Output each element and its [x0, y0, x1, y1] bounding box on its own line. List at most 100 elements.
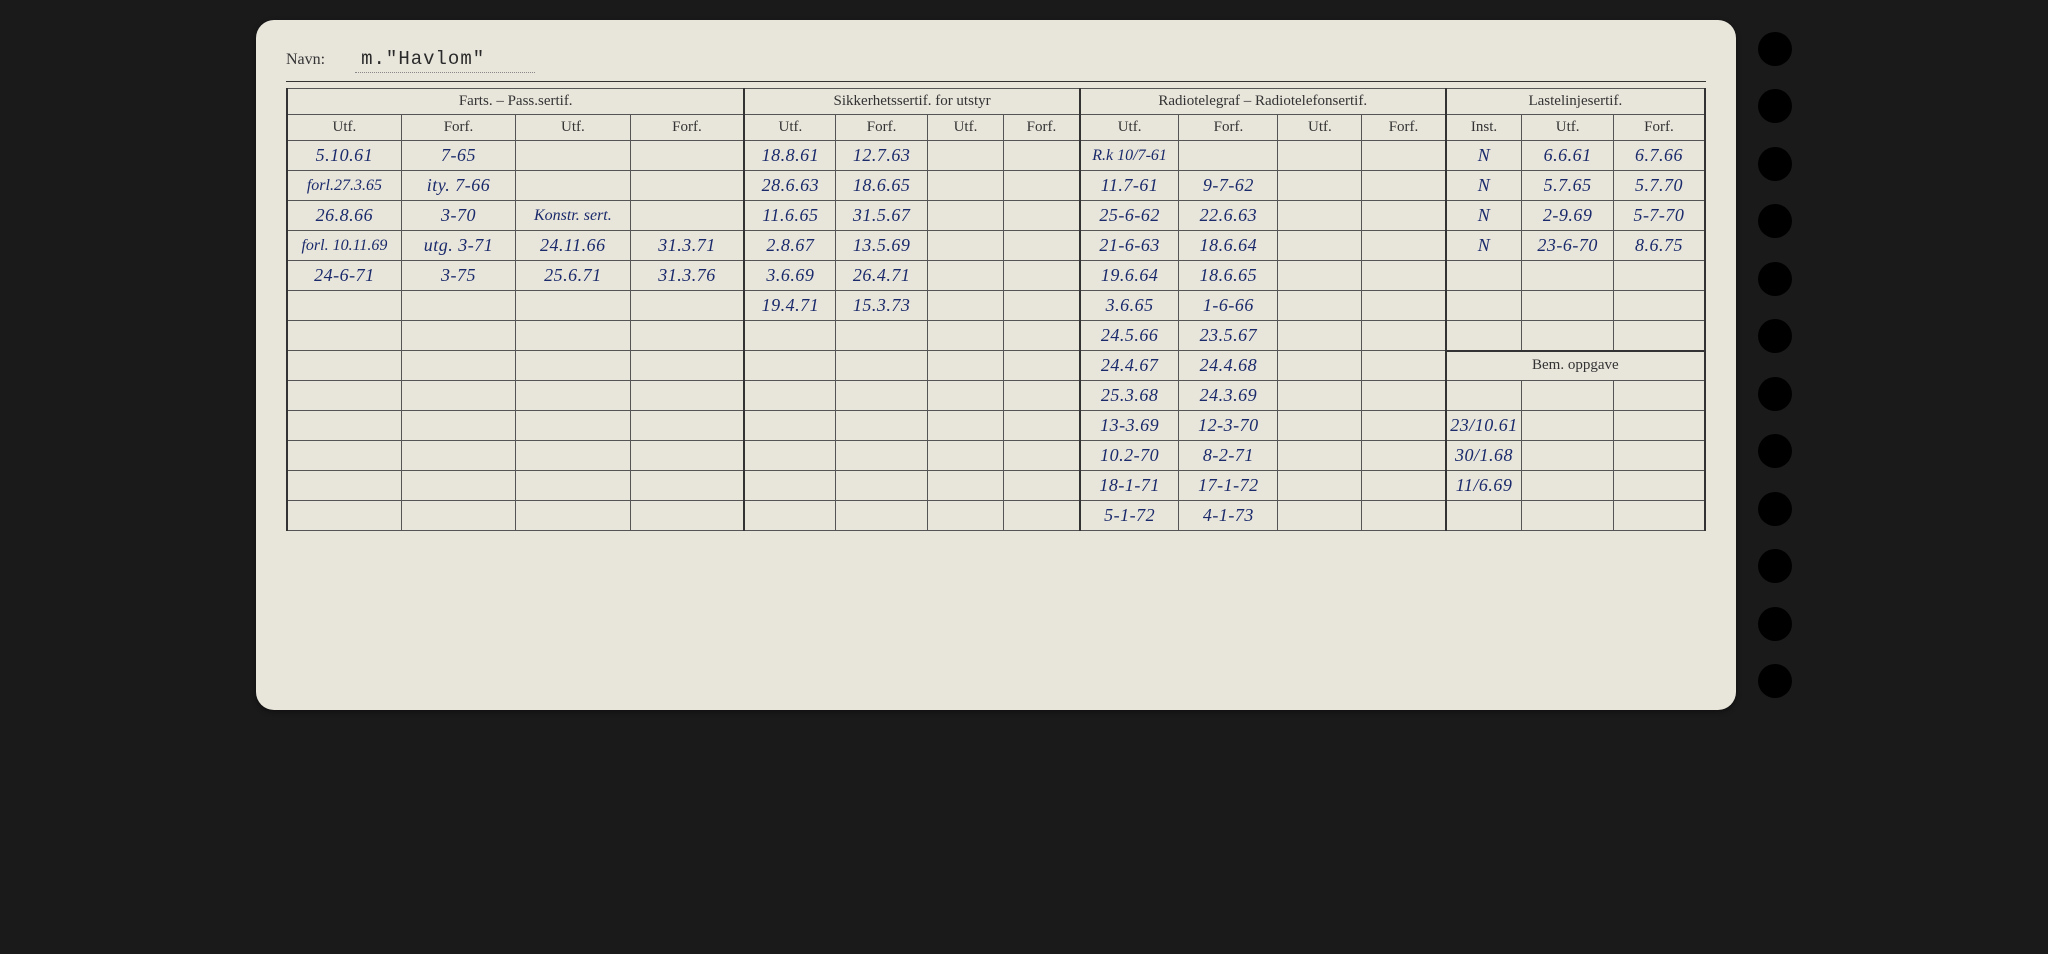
handwritten-value: forl. 10.11.69	[301, 237, 387, 254]
cell: 5-1-72	[1080, 501, 1179, 531]
cell	[401, 441, 515, 471]
handwritten-value: 19.4.71	[762, 295, 820, 315]
handwritten-value: 11.6.65	[762, 205, 818, 225]
handwritten-value: 5.7.70	[1635, 175, 1683, 195]
cell: 21-6-63	[1080, 231, 1179, 261]
cell: 13.5.69	[836, 231, 927, 261]
handwritten-value: 10.2-70	[1100, 445, 1159, 465]
cell: 2-9.69	[1522, 201, 1613, 231]
cell	[516, 471, 630, 501]
cell	[1362, 201, 1446, 231]
binder-hole	[1758, 89, 1792, 123]
cell	[1278, 291, 1362, 321]
cell	[836, 471, 927, 501]
group-farts: Farts. – Pass.sertif.	[287, 89, 744, 115]
sub-utf: Utf.	[927, 115, 1003, 141]
cell	[516, 291, 630, 321]
table-row: 13-3.6912-3-7023/10.61	[287, 411, 1705, 441]
handwritten-value: forl.27.3.65	[307, 177, 382, 194]
cell	[836, 381, 927, 411]
cell	[1522, 381, 1613, 411]
cell	[630, 141, 744, 171]
cell: 6.7.66	[1613, 141, 1705, 171]
cell	[1278, 171, 1362, 201]
cell	[630, 471, 744, 501]
cell: 31.3.76	[630, 261, 744, 291]
cell	[744, 411, 835, 441]
cell: 24.3.69	[1179, 381, 1278, 411]
cell	[927, 351, 1003, 381]
sub-utf: Utf.	[1522, 115, 1613, 141]
handwritten-value: 22.6.63	[1200, 205, 1258, 225]
sub-utf: Utf.	[744, 115, 835, 141]
cell: N	[1446, 201, 1522, 231]
cell	[836, 351, 927, 381]
cell: 8-2-71	[1179, 441, 1278, 471]
cell	[744, 441, 835, 471]
cell	[1004, 141, 1080, 171]
cell	[744, 321, 835, 351]
cell	[1362, 471, 1446, 501]
handwritten-value: 19.6.64	[1101, 265, 1159, 285]
cell	[836, 321, 927, 351]
handwritten-value: 24.4.67	[1101, 355, 1159, 375]
cell: 31.5.67	[836, 201, 927, 231]
cell	[1278, 141, 1362, 171]
cell: 12-3-70	[1179, 411, 1278, 441]
cell: 24-6-71	[287, 261, 401, 291]
binder-hole	[1758, 607, 1792, 641]
sub-forf: Forf.	[1004, 115, 1080, 141]
handwritten-value: 28.6.63	[762, 175, 820, 195]
cell	[1522, 291, 1613, 321]
cell	[1278, 351, 1362, 381]
cell: 12.7.63	[836, 141, 927, 171]
cell	[836, 441, 927, 471]
cell: 3.6.65	[1080, 291, 1179, 321]
handwritten-value: 5.10.61	[316, 145, 374, 165]
handwritten-value: utg. 3-71	[424, 235, 494, 255]
cell: Konstr. sert.	[516, 201, 630, 231]
handwritten-value: 31.3.76	[658, 265, 716, 285]
cell: ity. 7-66	[401, 171, 515, 201]
handwritten-value: 5-1-72	[1104, 505, 1155, 525]
cell	[630, 351, 744, 381]
cell	[630, 171, 744, 201]
cell	[1278, 231, 1362, 261]
handwritten-value: 25-6-62	[1099, 205, 1160, 225]
cell: 4-1-73	[1179, 501, 1278, 531]
cell	[1004, 231, 1080, 261]
cell: 23.5.67	[1179, 321, 1278, 351]
table-row: forl.27.3.65ity. 7-6628.6.6318.6.6511.7-…	[287, 171, 1705, 201]
cell	[1446, 261, 1522, 291]
handwritten-value: 5-7-70	[1633, 205, 1684, 225]
cell: 13-3.69	[1080, 411, 1179, 441]
cell	[516, 411, 630, 441]
cell	[1004, 291, 1080, 321]
table-row: 24.5.6623.5.67	[287, 321, 1705, 351]
cell: 5.7.65	[1522, 171, 1613, 201]
cell	[1446, 501, 1522, 531]
cell	[836, 501, 927, 531]
binder-hole	[1758, 319, 1792, 353]
cell	[1278, 381, 1362, 411]
handwritten-value: 5.7.65	[1544, 175, 1592, 195]
cell	[1278, 201, 1362, 231]
handwritten-value: 26.4.71	[853, 265, 911, 285]
handwritten-value: 2.8.67	[766, 235, 814, 255]
cell: 17-1-72	[1179, 471, 1278, 501]
cell	[1613, 291, 1705, 321]
table-row: 18-1-7117-1-7211/6.69	[287, 471, 1705, 501]
cell	[744, 381, 835, 411]
cell	[1613, 381, 1705, 411]
cell	[516, 381, 630, 411]
cell	[836, 411, 927, 441]
handwritten-value: 25.3.68	[1101, 385, 1159, 405]
binder-hole	[1758, 377, 1792, 411]
handwritten-value: 30/1.68	[1455, 445, 1513, 465]
cell	[927, 321, 1003, 351]
group-radio: Radiotelegraf – Radiotelefonsertif.	[1080, 89, 1446, 115]
cell	[1613, 501, 1705, 531]
cell	[1446, 381, 1522, 411]
cell	[1522, 321, 1613, 351]
cell	[1362, 231, 1446, 261]
